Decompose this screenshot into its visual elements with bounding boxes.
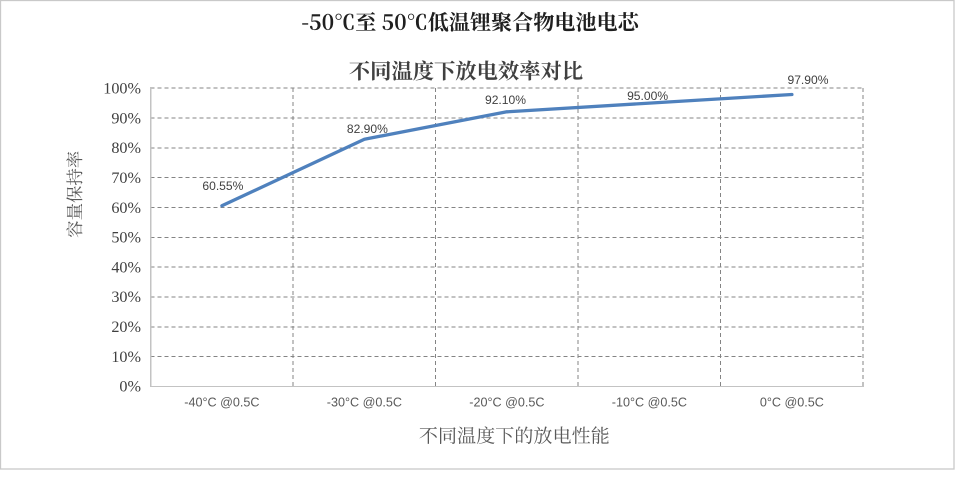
svg-text:60.55%: 60.55% (202, 179, 243, 193)
svg-text:90%: 90% (111, 109, 141, 127)
svg-text:50%: 50% (111, 229, 141, 247)
svg-text:100%: 100% (103, 80, 141, 98)
svg-text:-20°C @0.5C: -20°C @0.5C (469, 396, 544, 410)
svg-text:40%: 40% (111, 258, 141, 276)
svg-text:-40°C @0.5C: -40°C @0.5C (184, 396, 259, 410)
svg-text:70%: 70% (111, 169, 141, 187)
svg-text:-10°C @0.5C: -10°C @0.5C (612, 396, 687, 410)
svg-text:92.10%: 92.10% (485, 93, 526, 107)
svg-text:20%: 20% (111, 318, 141, 336)
svg-text:10%: 10% (111, 348, 141, 366)
svg-text:30%: 30% (111, 288, 141, 306)
svg-text:97.90%: 97.90% (787, 73, 828, 87)
svg-text:82.90%: 82.90% (347, 122, 388, 136)
svg-text:95.00%: 95.00% (627, 89, 668, 103)
svg-text:0%: 0% (119, 378, 141, 396)
svg-text:80%: 80% (111, 139, 141, 157)
svg-text:0°C @0.5C: 0°C @0.5C (760, 396, 824, 410)
svg-text:60%: 60% (111, 199, 141, 217)
svg-text:-30°C @0.5C: -30°C @0.5C (327, 396, 402, 410)
